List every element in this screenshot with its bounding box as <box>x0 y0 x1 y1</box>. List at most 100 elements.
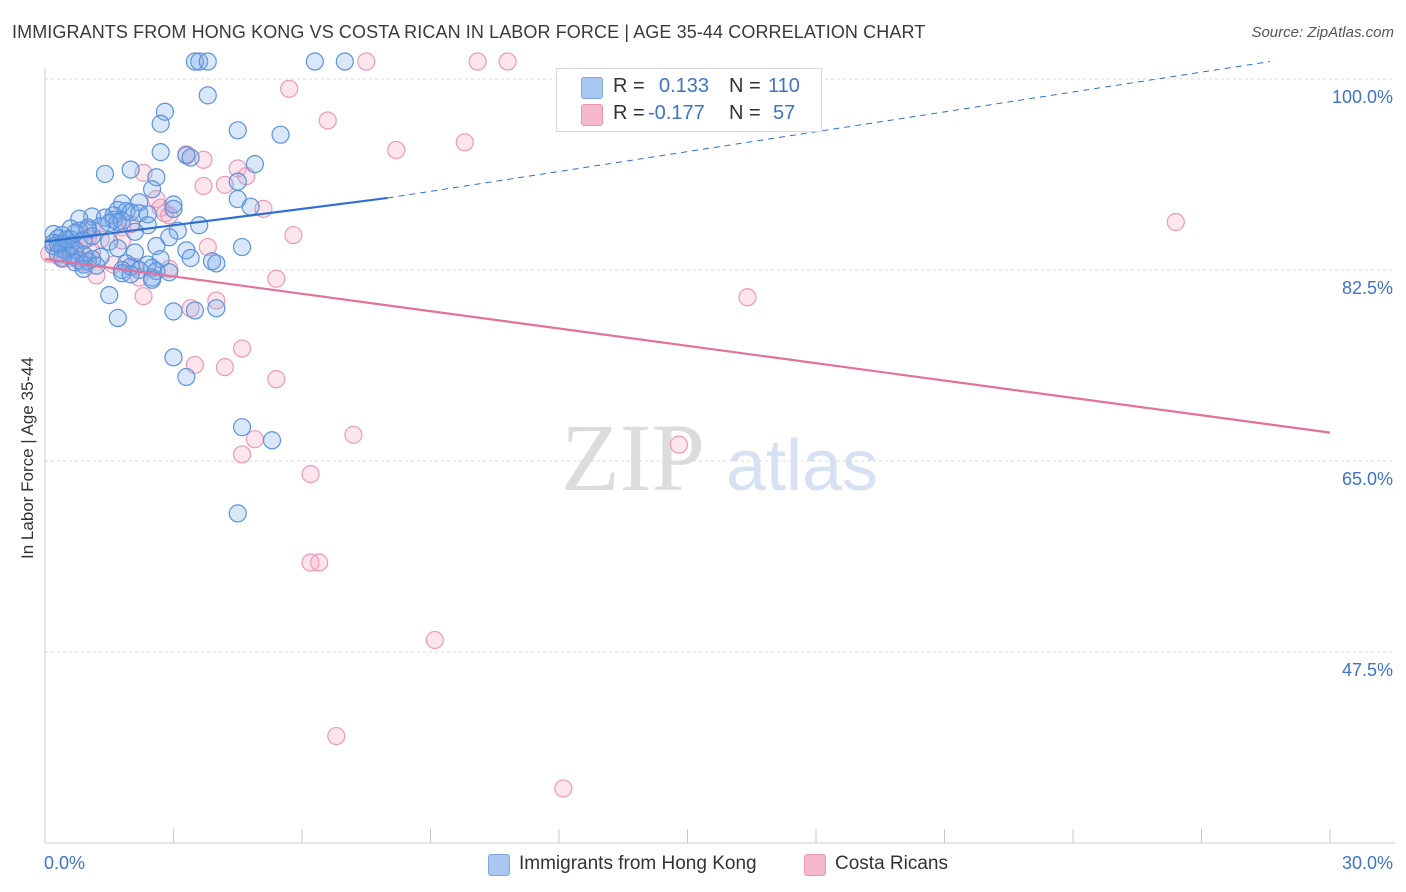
costa-ricans-point <box>344 425 363 444</box>
hong-kong-point <box>138 205 157 224</box>
legend-label: Immigrants from Hong Kong <box>519 853 757 874</box>
n-label: N = <box>729 102 761 124</box>
y-tick-label: 82.5% <box>1342 278 1393 298</box>
costa-ricans-point <box>498 52 517 71</box>
hong-kong-point <box>207 254 226 273</box>
hong-kong-trend-line <box>44 196 388 243</box>
hong-kong-point <box>271 125 290 144</box>
hong-kong-point <box>160 228 179 247</box>
costa-ricans-point <box>669 435 689 454</box>
y-tick-label: 100.0% <box>1332 87 1393 107</box>
hong-kong-point <box>245 155 264 174</box>
costa-ricans-point <box>134 287 153 306</box>
costa-ricans-point <box>425 630 444 650</box>
costa-ricans-swatch <box>581 104 603 126</box>
hong-kong-point <box>155 102 175 121</box>
hong-kong-point <box>164 199 183 218</box>
costa-ricans-point <box>1166 212 1185 232</box>
hong-kong-point <box>142 180 162 199</box>
hong-kong-point <box>305 52 324 71</box>
hong-kong-point <box>228 121 247 140</box>
watermark-atlas: atlas <box>726 426 878 506</box>
tick-labels: 100.0% 82.5% 65.0% 47.5% 0.0% 30.0% <box>44 87 1393 873</box>
r-label: R = <box>613 75 645 97</box>
y-tick-label: 47.5% <box>1342 660 1393 680</box>
hong-kong-point <box>164 195 183 214</box>
hong-kong-point <box>228 504 247 523</box>
y-axis-label: In Labor Force | Age 35-44 <box>18 357 37 559</box>
axes <box>44 68 1395 844</box>
costa-ricans-point <box>280 79 299 98</box>
r-label: R = <box>613 102 645 124</box>
r-value: 0.133 <box>659 75 710 97</box>
hong-kong-point <box>198 86 217 105</box>
r-value: -0.177 <box>648 102 705 124</box>
hong-kong-point <box>121 265 140 284</box>
costa-ricans-trend-line <box>44 257 1331 434</box>
legend-swatch <box>488 854 510 876</box>
trend-lines <box>44 61 1331 434</box>
hong-kong-point <box>181 148 200 167</box>
hong-kong-point <box>207 299 226 318</box>
costa-ricans-point <box>147 189 166 209</box>
costa-ricans-point <box>267 269 286 288</box>
source-label: Source: ZipAtlas.com <box>1251 24 1394 41</box>
hong-kong-point <box>232 237 252 257</box>
costa-ricans-point <box>554 779 573 798</box>
legend-label: Costa Ricans <box>835 853 948 874</box>
hong-kong-point <box>160 263 179 282</box>
hong-kong-point <box>147 168 166 187</box>
hong-kong-point <box>228 172 247 191</box>
costa-ricans-point <box>232 339 252 358</box>
hong-kong-point <box>121 160 140 179</box>
stats-legend: R = 0.133 N = 110 R = -0.177 N = 57 <box>556 68 822 132</box>
costa-ricans-point <box>455 133 474 152</box>
costa-ricans-point <box>318 111 337 130</box>
watermark-zip: ZIP <box>561 404 705 511</box>
hong-kong-point <box>241 197 260 216</box>
hong-kong-point <box>108 239 127 258</box>
costa-ricans-point <box>284 225 303 245</box>
hong-kong-point <box>164 348 183 367</box>
n-value: 110 <box>768 75 800 97</box>
x-tick-label: 0.0% <box>44 853 85 873</box>
costa-ricans-point <box>194 176 213 196</box>
hong-kong-point <box>262 431 282 450</box>
hong-kong-point <box>190 216 209 235</box>
costa-ricans-point <box>207 291 226 310</box>
hong-kong-point <box>198 52 217 71</box>
costa-ricans-point <box>245 430 264 449</box>
costa-ricans-point <box>198 237 217 257</box>
costa-ricans-point <box>310 553 329 572</box>
hong-kong-trend-extension <box>387 61 1271 199</box>
y-tick-label: 65.0% <box>1342 469 1393 489</box>
costa-ricans-point <box>215 358 234 377</box>
hong-kong-point <box>151 143 170 162</box>
costa-ricans-point <box>267 370 286 389</box>
costa-ricans-point <box>738 288 757 307</box>
chart-title: IMMIGRANTS FROM HONG KONG VS COSTA RICAN… <box>12 22 926 42</box>
hong-kong-point <box>95 164 115 184</box>
hong-kong-point <box>181 248 200 268</box>
legend-swatch <box>804 854 826 876</box>
hong-kong-point <box>185 301 205 320</box>
hong-kong-point <box>151 114 170 133</box>
n-value: 57 <box>773 102 796 124</box>
costa-ricans-point <box>387 140 406 160</box>
x-tick-label: 30.0% <box>1342 853 1393 873</box>
series-immigrants-hong-kong <box>44 52 354 523</box>
series-legend: Immigrants from Hong Kong Costa Ricans <box>0 852 1406 878</box>
hong-kong-point <box>100 286 119 305</box>
n-label: N = <box>729 75 761 97</box>
costa-ricans-point <box>468 52 487 71</box>
hong-kong-point <box>185 52 205 71</box>
costa-ricans-point <box>301 464 320 484</box>
hong-kong-point <box>142 270 162 289</box>
hong-kong-point <box>177 367 196 387</box>
hong-kong-point <box>108 308 127 328</box>
hong-kong-swatch <box>581 77 603 99</box>
costa-ricans-point <box>232 445 252 464</box>
watermark: ZIP atlas <box>561 404 878 511</box>
costa-ricans-point <box>357 52 376 71</box>
